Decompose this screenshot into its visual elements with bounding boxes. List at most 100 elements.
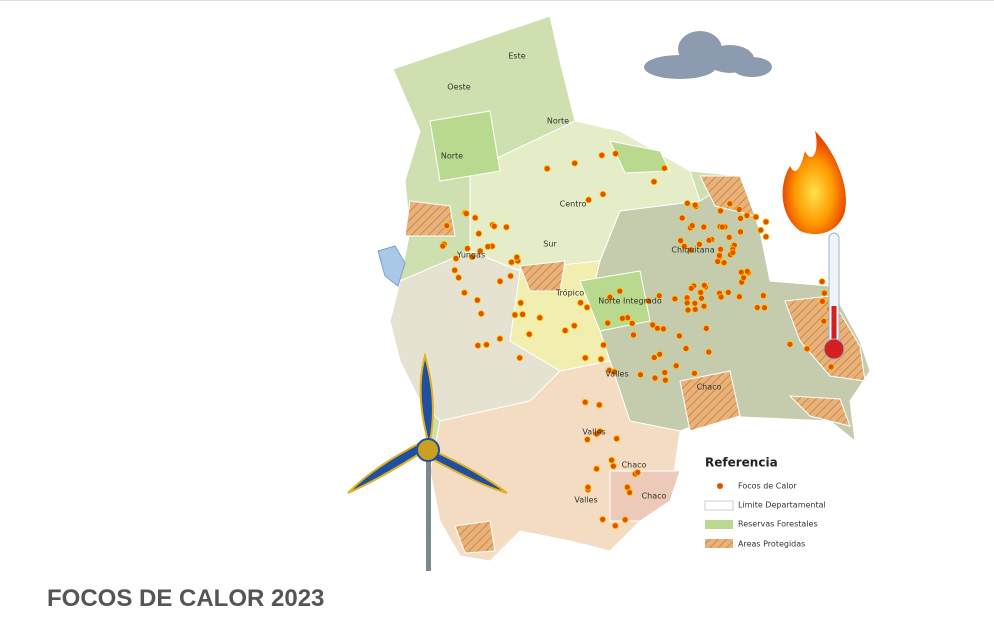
- hotspot: [729, 249, 737, 257]
- hotspot: [683, 299, 691, 307]
- hotspot: [687, 284, 695, 292]
- region-label: Valles: [582, 428, 605, 437]
- region-label: Oeste: [447, 83, 471, 92]
- map: Este Oeste Norte Norte Centro Sur Yungas Chiqui…: [347, 15, 871, 571]
- hotspot: [651, 374, 659, 382]
- hotspot: [475, 230, 483, 238]
- hotspot: [762, 218, 770, 226]
- hotspot: [743, 212, 751, 219]
- region-label: Chiquitana: [671, 246, 714, 255]
- hotspot: [676, 332, 683, 340]
- hotspot: [496, 277, 504, 285]
- hotspot: [720, 259, 728, 267]
- hotspot: [599, 190, 607, 198]
- hotspot: [649, 321, 657, 329]
- reserve: [429, 110, 501, 182]
- hotspot: [705, 348, 713, 356]
- hotspot: [612, 150, 619, 158]
- hotspot: [584, 483, 592, 491]
- hotspot: [490, 222, 498, 230]
- hotspot: [661, 369, 669, 376]
- hotspot: [628, 319, 636, 327]
- windmill: [347, 352, 508, 571]
- hotspot: [696, 240, 703, 248]
- legend: Referencia Focos de Calor Limite Departa…: [704, 456, 826, 549]
- hotspot: [634, 468, 642, 476]
- region-label: Centro: [560, 200, 587, 209]
- hotspot: [691, 201, 699, 209]
- hotspot: [740, 274, 747, 282]
- hotspot: [519, 310, 526, 318]
- legend-item: Reservas Forestales: [738, 520, 818, 529]
- hotspot: [819, 297, 826, 305]
- hotspot: [561, 327, 569, 334]
- thermometer: [823, 232, 845, 360]
- legend-swatch: [705, 539, 733, 548]
- hotspot: [595, 401, 603, 409]
- flame-icon: [782, 131, 846, 235]
- hotspot: [621, 516, 629, 524]
- hotspot: [762, 233, 770, 241]
- legend-swatch: [705, 520, 733, 529]
- hotspot: [468, 253, 476, 261]
- hotspot: [735, 205, 743, 213]
- hotspot: [698, 294, 705, 302]
- region-label: Norte: [441, 152, 463, 161]
- legend-swatch: [704, 500, 734, 511]
- hotspot: [508, 258, 515, 266]
- hotspot: [513, 253, 521, 261]
- hotspot: [757, 226, 765, 234]
- hotspot: [477, 310, 485, 318]
- hotspot: [645, 297, 652, 305]
- hotspot: [584, 436, 591, 443]
- hotspot: [660, 325, 667, 333]
- hotspot: [687, 246, 695, 254]
- hotspot: [656, 350, 664, 358]
- hotspot: [702, 324, 710, 332]
- cloud: [644, 31, 772, 79]
- hotspot: [581, 398, 589, 406]
- hotspot: [705, 236, 713, 244]
- hotspot: [662, 376, 669, 384]
- hotspot: [543, 165, 551, 173]
- protected: [404, 200, 456, 237]
- reserve: [609, 140, 671, 174]
- legend-title: Referencia: [705, 456, 778, 470]
- hotspot: [476, 247, 484, 255]
- hotspot: [616, 287, 624, 295]
- hotspot: [439, 242, 447, 250]
- hotspot: [678, 214, 686, 222]
- hotspot: [507, 272, 515, 280]
- region-label: Norte Integrado: [598, 297, 662, 306]
- hotspots: [439, 150, 835, 530]
- hotspot: [464, 245, 471, 252]
- region-label: Trópico: [555, 288, 584, 298]
- hotspot: [581, 354, 589, 362]
- protected: [519, 260, 566, 292]
- hotspot: [483, 341, 490, 349]
- hotspot: [599, 516, 607, 523]
- hotspot: [460, 289, 468, 297]
- hotspot: [577, 299, 584, 307]
- caption: FOCOS DE CALOR 2023: [47, 585, 325, 612]
- hotspot: [583, 303, 591, 311]
- hotspot: [724, 288, 732, 296]
- hotspot: [736, 293, 743, 301]
- hotspot: [717, 245, 724, 253]
- hotspot: [725, 233, 733, 241]
- hotspot: [525, 330, 533, 338]
- hotspot: [726, 200, 734, 208]
- hotspot: [818, 278, 826, 285]
- hotspot: [585, 196, 592, 204]
- hotspot: [455, 274, 463, 282]
- hotspot: [714, 258, 722, 265]
- hotspot: [484, 243, 492, 251]
- hotspot: [691, 369, 698, 377]
- hotspot: [650, 354, 658, 361]
- hotspot: [650, 178, 658, 186]
- hotspot: [462, 210, 470, 217]
- hotspot: [608, 456, 615, 464]
- reserve: [579, 270, 651, 332]
- hotspot: [743, 267, 751, 275]
- hotspot: [827, 363, 835, 371]
